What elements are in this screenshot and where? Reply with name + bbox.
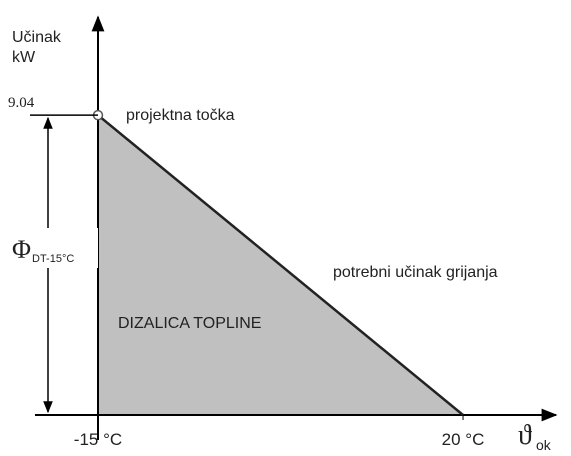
x-label: ϑ (518, 420, 532, 451)
dimension-symbol: Φ (12, 235, 31, 264)
x-tick-label: -15 °C (74, 430, 122, 449)
dimension-bg (10, 228, 98, 268)
y-label: kW (12, 49, 36, 66)
y-label: Učinak (12, 29, 62, 46)
x-tick-label: 20 °C (442, 430, 485, 449)
x-label-sub: ok (536, 437, 552, 453)
line (97, 114, 464, 416)
annotation: DIZALICA TOPLINE (118, 315, 261, 332)
annotation: projektna točka (126, 107, 235, 124)
annotation: potrebni učinak grijanja (333, 264, 498, 281)
dimension-sub: DT-15°C (32, 253, 74, 265)
y-tick-label: 9.04 (8, 95, 35, 111)
